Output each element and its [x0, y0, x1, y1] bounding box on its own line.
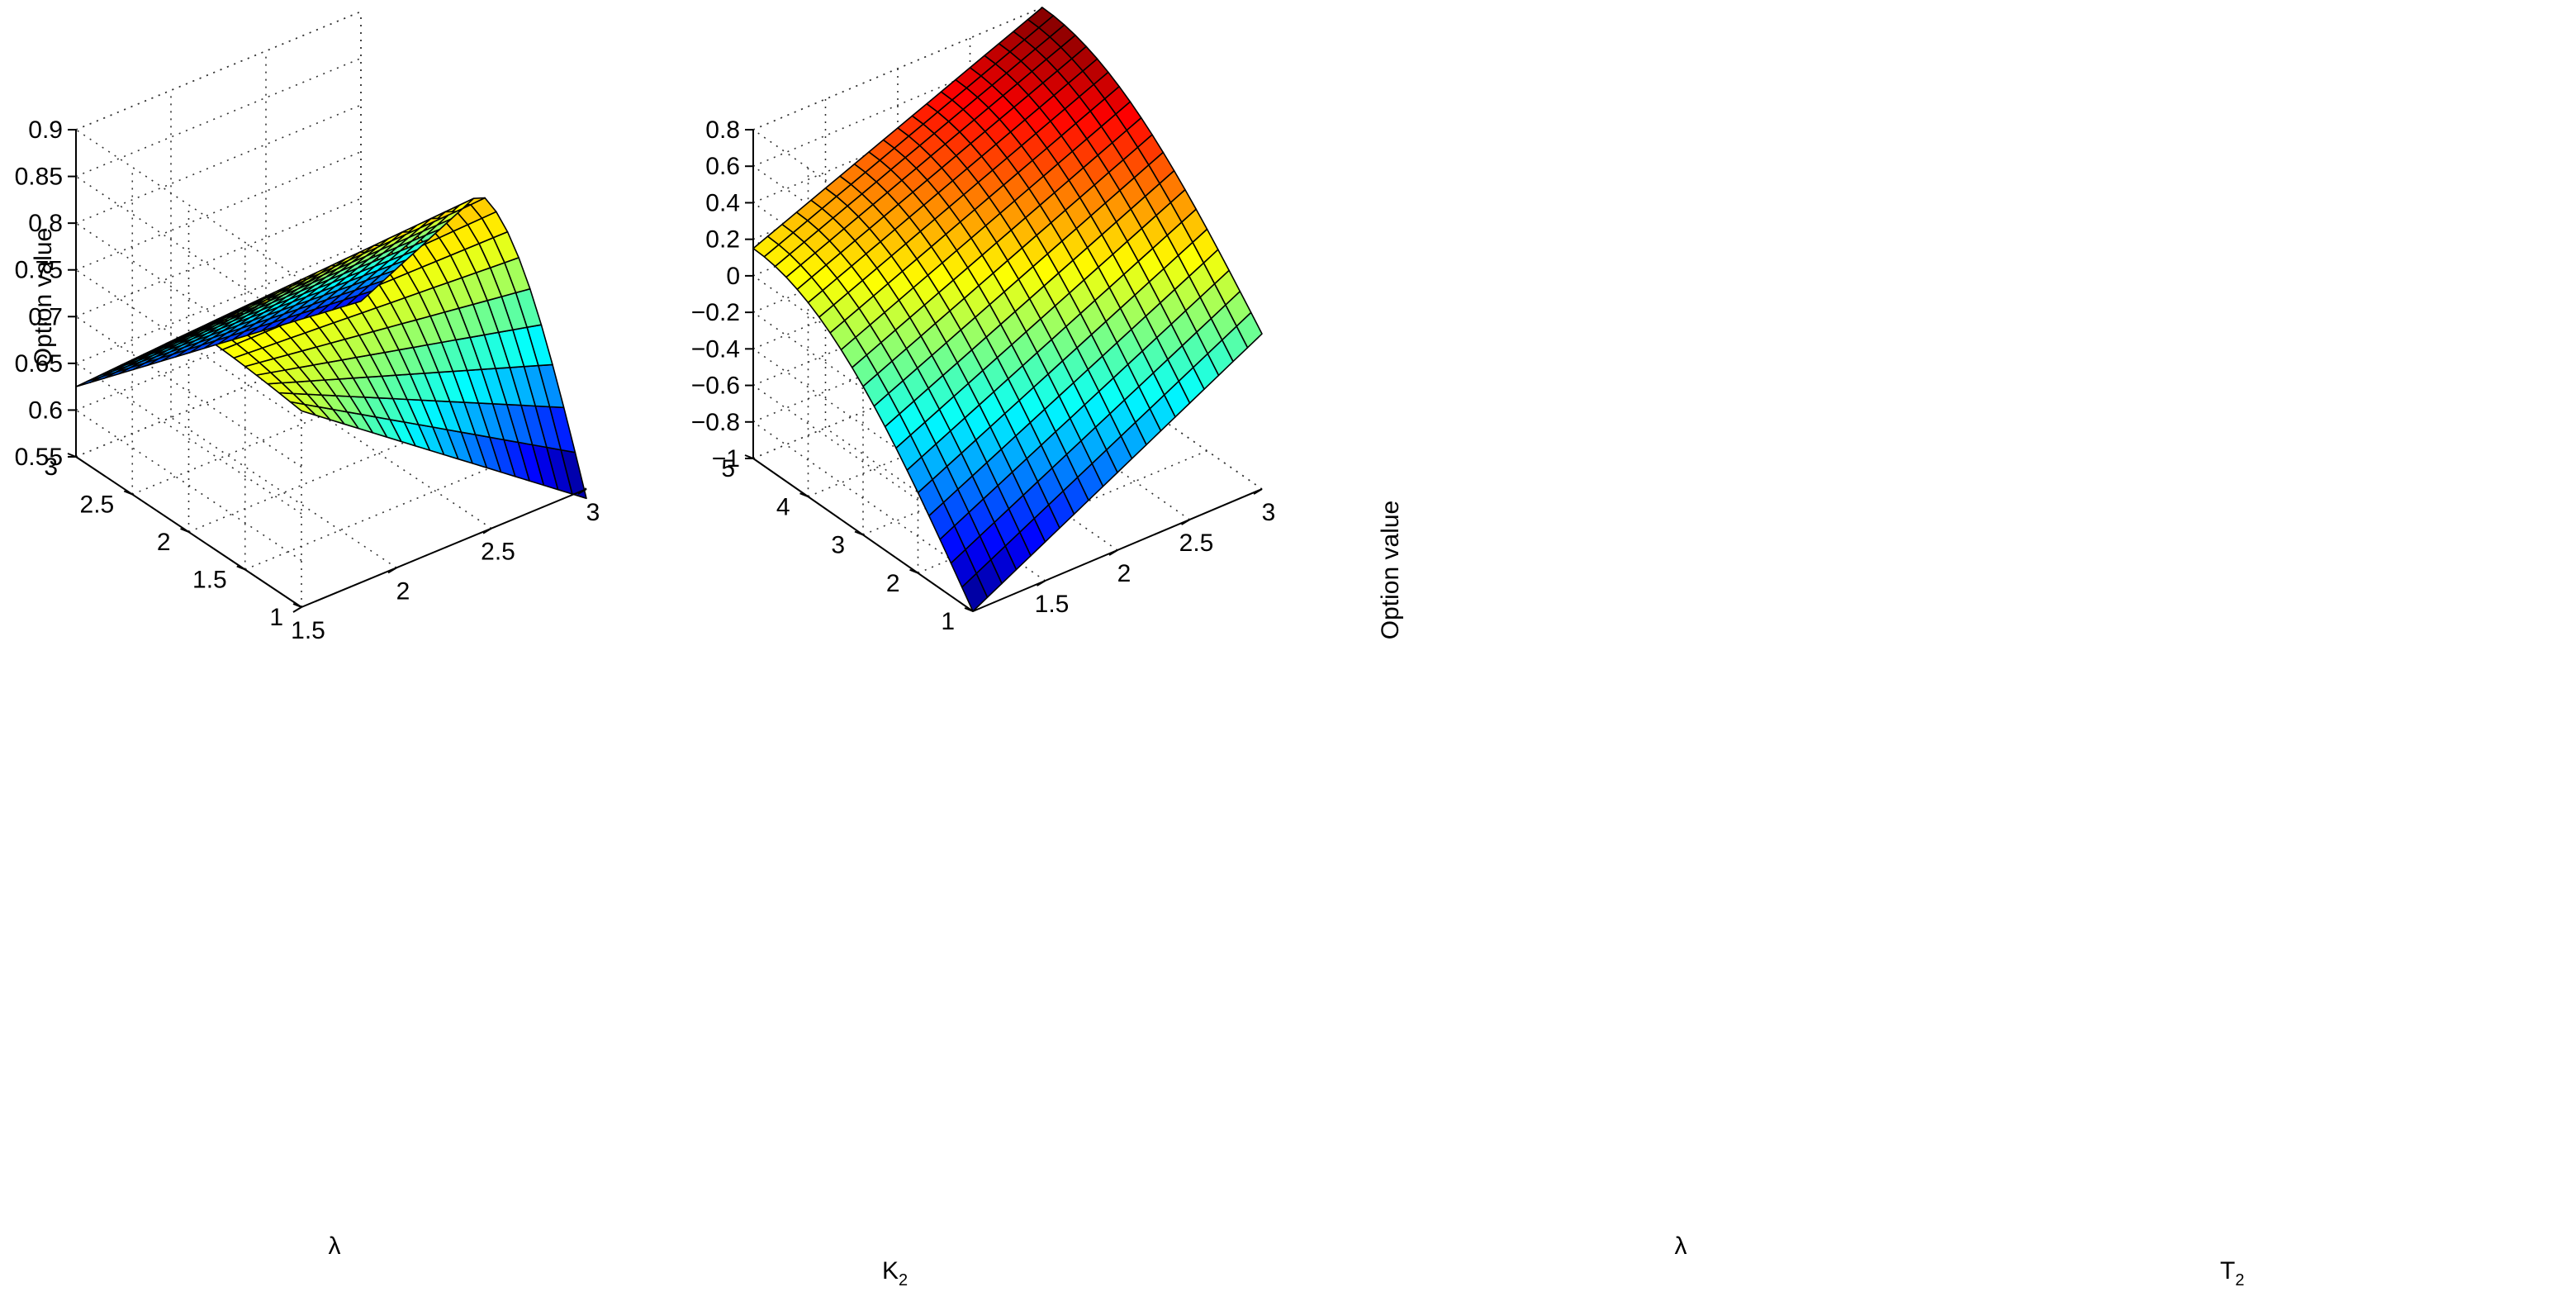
y-tick-label-right-3: 4 [776, 493, 790, 520]
y-tick-label-left-4: 3 [44, 454, 58, 481]
gridline-left-35 [75, 11, 362, 131]
z-tick-label-right-6: 0.2 [705, 226, 740, 254]
z-tick-label-left-3: 0.7 [28, 303, 63, 330]
y-tick-mark-left-2 [180, 528, 189, 533]
chart-right: 1.5 2 2.5 3 1 2 3 4 5−1 −0.8 −0.6 −0.4 −0.2 0 0.2 0.4 0.… [691, 7, 2244, 1289]
x-tick-label-right-1: 2 [1117, 560, 1131, 587]
gridline-left-8 [75, 150, 362, 271]
gridline-left-20 [265, 378, 492, 530]
x-tick-label-right-3: 3 [1262, 499, 1276, 526]
z-tick-label-left-5: 0.8 [28, 210, 63, 237]
x-tick-mark-right-0 [1036, 580, 1046, 587]
z-tick-label-right-3: −0.4 [691, 335, 740, 363]
gridline-left-18 [170, 416, 397, 568]
x-tick-label-left-2: 2.5 [481, 539, 515, 566]
z-tick-label-right-0: −1 [712, 445, 740, 473]
y-tick-mark-left-1 [236, 565, 246, 571]
gridline-left-15 [75, 129, 302, 281]
z-tick-label-right-4: −0.2 [691, 299, 740, 326]
x-tick-mark-right-2 [1180, 519, 1191, 525]
y-tick-mark-left-3 [123, 490, 133, 496]
z-tick-label-left-0: 0.55 [15, 444, 63, 471]
gridline-right-3 [752, 421, 974, 576]
z-tick-label-left-7: 0.9 [28, 116, 63, 144]
y-tick-mark-right-2 [854, 530, 864, 536]
gridline-left-3 [75, 409, 302, 562]
gridline-left-9 [75, 269, 302, 421]
z-tick-label-right-7: 0.4 [705, 189, 740, 216]
zlabel-right: Option value [1377, 501, 1404, 639]
zlabel-left: Option value [30, 228, 57, 367]
y-tick-label-left-3: 2.5 [80, 492, 115, 519]
xlabel-left-main: K [882, 1257, 899, 1285]
x-tick-mark-right-1 [1108, 549, 1118, 556]
x-tick-label-left-0: 1.5 [291, 617, 325, 644]
y-tick-mark-right-3 [799, 492, 809, 498]
gridline-left-12 [75, 57, 362, 178]
surface-face-right-0-19 [752, 235, 780, 258]
x-tick-label-right-0: 1.5 [1035, 591, 1070, 618]
xlabel-left: K2 [882, 1257, 908, 1289]
gridline-left-5 [75, 363, 302, 515]
xlabel-left-sub: 2 [899, 1271, 908, 1289]
y-tick-label-right-0: 1 [941, 608, 955, 635]
gridline-right-39 [752, 7, 1043, 131]
y-tick-label-left-2: 2 [157, 529, 171, 556]
xlabel-right-main: T [2220, 1257, 2235, 1285]
z-tick-label-right-1: −0.8 [691, 409, 740, 436]
y-tick-mark-right-1 [909, 568, 918, 574]
z-tick-label-left-1: 0.6 [28, 397, 63, 424]
chart-left: 1.522.5311.522.530.550.60.650.70.750.80.… [15, 11, 908, 1289]
surface-face-left-0-19 [75, 376, 102, 387]
y-tick-label-right-4: 5 [721, 455, 735, 482]
y-tick-label-left-1: 1.5 [192, 567, 227, 594]
x-tick-mark-left-3 [577, 488, 587, 495]
z-tick-label-right-2: −0.6 [691, 373, 740, 400]
x-tick-mark-left-1 [387, 567, 397, 574]
x-tick-label-left-1: 2 [396, 577, 410, 605]
gridline-left-7 [75, 316, 302, 468]
z-tick-label-left-6: 0.85 [15, 164, 63, 191]
x-tick-label-right-2: 2.5 [1179, 530, 1214, 557]
x-tick-mark-left-2 [482, 527, 492, 534]
gridline-left-14 [75, 11, 362, 131]
z-tick-label-right-5: 0 [726, 263, 740, 290]
y-tick-mark-right-0 [964, 607, 974, 612]
z-tick-label-left-2: 0.65 [15, 350, 63, 378]
y-tick-mark-left-0 [292, 603, 302, 608]
xlabel-right-sub: 2 [2235, 1271, 2244, 1289]
y-tick-label-left-0: 1 [269, 604, 283, 631]
y-tick-label-right-2: 3 [831, 532, 845, 559]
y-tick-label-right-1: 2 [886, 570, 900, 597]
gridline-left-10 [75, 104, 362, 224]
xlabel-right: T2 [2220, 1257, 2244, 1289]
x-tick-mark-left-0 [292, 606, 302, 613]
ylabel-left: λ [329, 1232, 341, 1260]
z-tick-label-right-8: 0.6 [705, 153, 740, 180]
x-tick-mark-right-3 [1253, 488, 1263, 495]
z-tick-label-left-4: 0.75 [15, 257, 63, 284]
ylabel-right: λ [1675, 1232, 1687, 1260]
z-tick-label-right-9: 0.8 [705, 116, 740, 144]
x-tick-label-left-3: 3 [586, 499, 600, 526]
x-axis-left [301, 488, 587, 608]
